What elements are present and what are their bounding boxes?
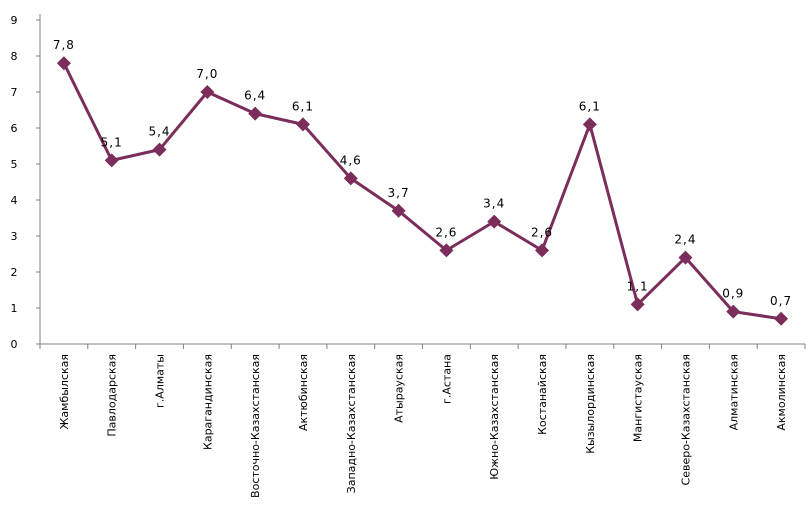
data-point — [535, 243, 550, 258]
data-label: 2,6 — [531, 225, 553, 239]
x-category-label: Атырауская — [393, 354, 406, 423]
data-label: 7,8 — [53, 38, 75, 52]
data-point — [774, 311, 789, 326]
data-label: 4,6 — [340, 153, 362, 167]
data-label: 3,4 — [483, 197, 505, 211]
x-category-label: г.Алматы — [154, 354, 167, 408]
y-tick-label: 4 — [11, 194, 18, 207]
y-tick-label: 8 — [11, 50, 18, 63]
data-label: 6,1 — [292, 99, 314, 113]
x-category-label: Западно-Казахстанская — [345, 354, 358, 493]
data-label: 7,0 — [196, 67, 218, 81]
x-category-label: Кызылординская — [584, 354, 597, 454]
y-tick-label: 1 — [11, 302, 18, 315]
data-point — [104, 153, 119, 168]
data-markers — [56, 56, 789, 326]
data-point — [295, 117, 310, 132]
data-label: 5,4 — [148, 125, 170, 139]
y-tick-label: 7 — [11, 86, 18, 99]
x-category-label: Акмолинская — [775, 354, 788, 431]
x-category-label: Северо-Казахстанская — [679, 354, 692, 485]
data-point — [726, 304, 741, 319]
data-label: 2,6 — [435, 225, 457, 239]
data-label: 1,1 — [627, 279, 649, 293]
series-line — [62, 62, 782, 321]
x-category-label: Актюбинская — [297, 354, 310, 431]
data-point — [439, 243, 454, 258]
x-category-label: Карагандинская — [201, 354, 214, 450]
data-point — [391, 203, 406, 218]
x-category-label: Алматинская — [727, 354, 740, 430]
data-label: 6,4 — [244, 89, 266, 103]
data-label: 0,9 — [722, 287, 744, 301]
data-labels: 7,8 5,1 5,4 7,0 6,4 6,1 4,6 3,7 2,6 3,4 2,6 6,1 1,1 2… — [53, 38, 792, 308]
x-category-label: г.Астана — [440, 354, 453, 404]
data-point — [582, 117, 597, 132]
x-category-label: Восточно-Казахстанская — [249, 354, 262, 498]
data-label: 6,1 — [579, 99, 601, 113]
x-category-label: Костанайская — [536, 354, 549, 435]
data-point — [200, 85, 215, 99]
series-line-group — [62, 62, 782, 321]
x-category-label: Павлодарская — [106, 354, 119, 437]
data-point — [248, 106, 263, 121]
y-tick-label: 0 — [11, 338, 18, 351]
data-label: 3,7 — [388, 186, 410, 200]
y-tick-label: 3 — [11, 230, 18, 243]
data-point — [487, 214, 502, 229]
y-axis-ticks: 0 1 2 3 4 5 6 7 8 9 — [11, 14, 40, 351]
x-category-label: Мангистауская — [632, 354, 645, 442]
data-point — [343, 171, 358, 186]
x-category-label: Жамбылская — [58, 354, 71, 429]
axes — [39, 14, 805, 345]
x-axis-category-labels: Жамбылская Павлодарская г.Алматы Карагандин… — [39, 344, 806, 498]
y-tick-label: 5 — [11, 158, 18, 171]
data-point — [152, 142, 167, 157]
data-point — [630, 297, 645, 312]
data-label: 5,1 — [101, 135, 123, 149]
y-tick-label: 6 — [11, 122, 18, 135]
data-point — [678, 250, 693, 265]
y-tick-label: 9 — [11, 14, 18, 27]
data-point — [56, 56, 71, 71]
y-tick-label: 2 — [11, 266, 18, 279]
data-label: 2,4 — [674, 233, 696, 247]
data-label: 0,7 — [770, 294, 792, 308]
x-category-label: Южно-Казахстанская — [488, 354, 501, 480]
